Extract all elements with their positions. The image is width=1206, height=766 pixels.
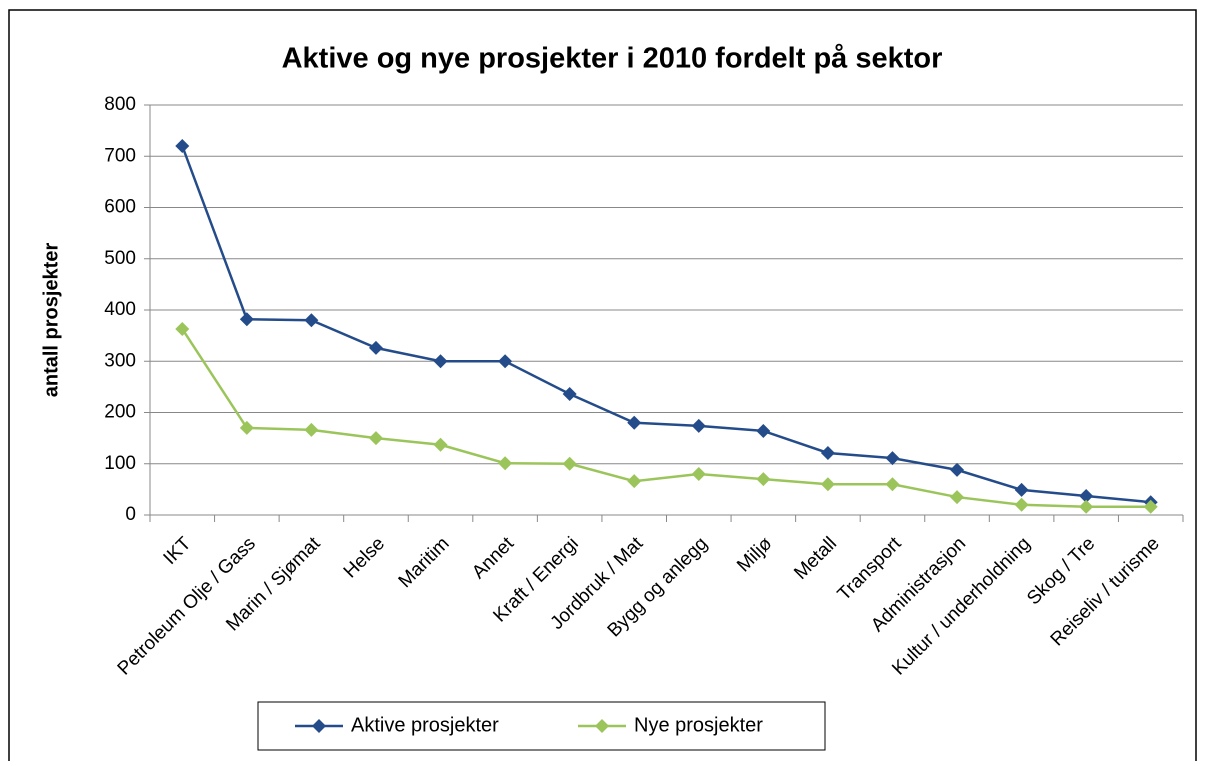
data-point xyxy=(691,418,706,433)
data-point xyxy=(498,354,513,369)
data-point xyxy=(1143,499,1158,514)
data-point xyxy=(885,477,900,492)
legend xyxy=(257,701,826,751)
data-point xyxy=(820,445,835,460)
y-tick-label: 600 xyxy=(104,197,136,218)
data-point xyxy=(368,340,383,355)
data-point xyxy=(950,462,965,477)
data-point xyxy=(562,387,577,402)
data-point xyxy=(756,423,771,438)
data-point xyxy=(304,422,319,437)
data-point xyxy=(433,354,448,369)
data-point xyxy=(1079,499,1094,514)
legend-marker xyxy=(312,719,326,733)
y-tick-label: 0 xyxy=(125,504,136,525)
data-point xyxy=(304,313,319,328)
data-point xyxy=(498,456,513,471)
data-point xyxy=(820,477,835,492)
data-point xyxy=(1014,482,1029,497)
data-point xyxy=(691,467,706,481)
data-point xyxy=(368,431,383,446)
data-point xyxy=(239,420,254,435)
legend-marker xyxy=(595,719,609,733)
data-point xyxy=(756,472,771,487)
data-point xyxy=(627,415,642,430)
data-point xyxy=(175,321,190,336)
data-point xyxy=(433,437,448,452)
y-tick-label: 400 xyxy=(104,299,136,320)
data-point xyxy=(950,490,965,505)
data-point xyxy=(1014,497,1029,512)
data-point xyxy=(175,139,190,153)
chart-frame xyxy=(8,9,1197,766)
series-line xyxy=(181,328,1151,509)
y-tick-label: 700 xyxy=(104,145,136,166)
data-point xyxy=(562,456,577,471)
y-tick-label: 100 xyxy=(104,453,136,474)
chart-title: Aktive og nye prosjekter i 2010 fordelt … xyxy=(282,43,943,75)
data-point xyxy=(627,474,642,489)
data-point xyxy=(885,451,900,466)
series-line xyxy=(181,145,1151,504)
y-tick-label: 200 xyxy=(104,402,136,423)
y-tick-label: 800 xyxy=(104,94,136,115)
legend-label: Aktive prosjekter xyxy=(351,714,499,736)
data-point xyxy=(1079,489,1094,504)
legend-label: Nye prosjekter xyxy=(634,714,763,736)
data-point xyxy=(239,312,254,327)
y-tick-label: 500 xyxy=(104,248,136,269)
y-axis-label: antall prosjekter xyxy=(40,243,62,398)
y-tick-label: 300 xyxy=(104,350,136,371)
